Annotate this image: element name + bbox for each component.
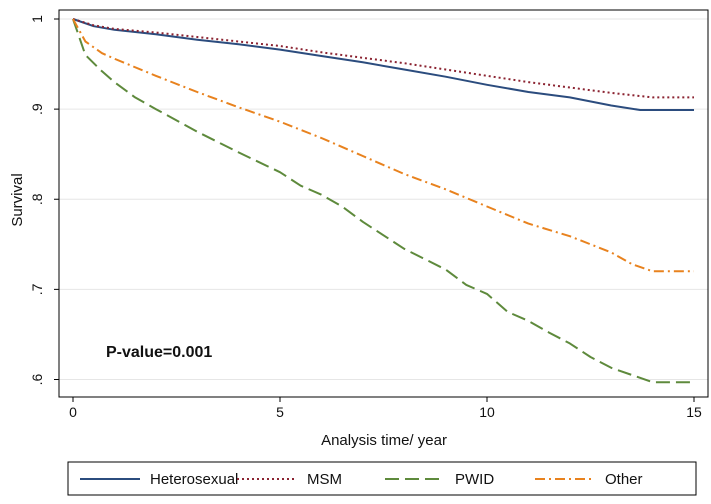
- y-axis-ticks: 1 .9 .8 .7 .6: [29, 15, 59, 385]
- series-line-other: [72, 18, 694, 273]
- x-axis-label: Analysis time/ year: [321, 432, 447, 449]
- x-axis-ticks: 0 5 10 15: [69, 397, 702, 420]
- y-tick-label: 1: [29, 15, 45, 23]
- legend-label-msm: MSM: [307, 471, 342, 488]
- y-axis-label: Survival: [9, 173, 26, 226]
- legend-entries: Heterosexual MSM PWID Other: [80, 471, 643, 488]
- series-lines: [72, 18, 694, 384]
- y-tick-label: .7: [29, 283, 45, 295]
- plot-frame: [58, 9, 709, 398]
- series-line-heterosexual: [72, 18, 694, 111]
- x-tick-label: 15: [686, 404, 702, 420]
- legend-label-heterosexual: Heterosexual: [150, 471, 238, 488]
- series-line-pwid: [72, 18, 694, 384]
- x-tick-label: 10: [479, 404, 495, 420]
- p-value-annotation: P-value=0.001: [106, 344, 212, 361]
- x-tick-label: 0: [69, 404, 77, 420]
- x-tick-label: 5: [276, 404, 284, 420]
- y-tick-label: .9: [29, 103, 45, 115]
- legend: [67, 461, 697, 496]
- series-line-msm: [72, 18, 694, 99]
- y-tick-label: .6: [29, 373, 45, 385]
- legend-label-pwid: PWID: [455, 471, 494, 488]
- legend-label-other: Other: [605, 471, 643, 488]
- y-tick-label: .8: [29, 193, 45, 205]
- gridlines: [59, 18, 708, 380]
